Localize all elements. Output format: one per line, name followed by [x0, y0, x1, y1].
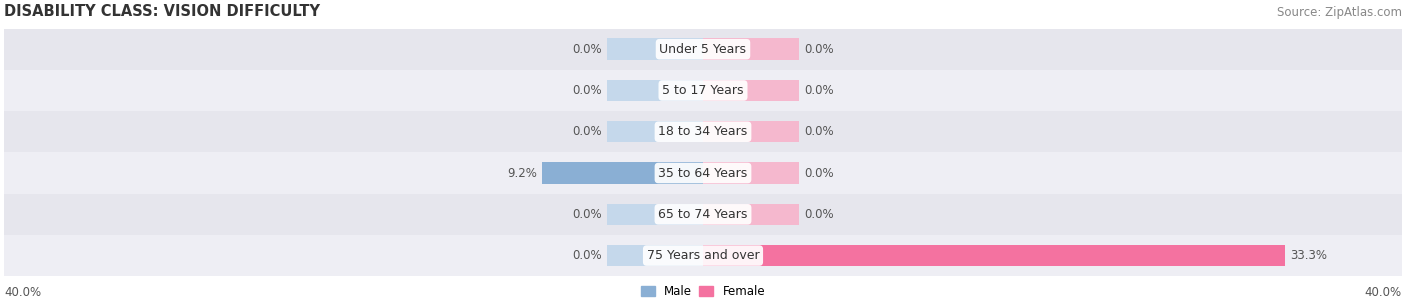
Text: 0.0%: 0.0% — [572, 208, 602, 221]
Text: 0.0%: 0.0% — [572, 43, 602, 56]
Bar — [607, 162, 703, 184]
Text: 0.0%: 0.0% — [572, 249, 602, 262]
Bar — [4, 152, 1402, 194]
Text: 0.0%: 0.0% — [804, 84, 834, 97]
Bar — [4, 70, 1402, 111]
Bar — [607, 245, 703, 266]
Bar — [4, 194, 1402, 235]
Text: 40.0%: 40.0% — [1365, 286, 1402, 299]
Text: 5 to 17 Years: 5 to 17 Years — [662, 84, 744, 97]
Bar — [703, 121, 799, 142]
Bar — [703, 80, 799, 101]
Text: 35 to 64 Years: 35 to 64 Years — [658, 167, 748, 180]
Text: 0.0%: 0.0% — [572, 84, 602, 97]
Text: 75 Years and over: 75 Years and over — [647, 249, 759, 262]
Text: 18 to 34 Years: 18 to 34 Years — [658, 125, 748, 138]
Text: Under 5 Years: Under 5 Years — [659, 43, 747, 56]
Bar — [4, 111, 1402, 152]
Bar — [607, 38, 703, 60]
Text: Source: ZipAtlas.com: Source: ZipAtlas.com — [1277, 6, 1402, 19]
Bar — [703, 203, 799, 225]
Text: 0.0%: 0.0% — [804, 208, 834, 221]
Bar — [703, 38, 799, 60]
Legend: Male, Female: Male, Female — [636, 280, 770, 303]
Bar — [703, 162, 799, 184]
Bar — [703, 245, 1285, 266]
Text: 0.0%: 0.0% — [804, 43, 834, 56]
Bar — [703, 245, 799, 266]
Bar — [4, 235, 1402, 276]
Text: 0.0%: 0.0% — [804, 125, 834, 138]
Text: 0.0%: 0.0% — [572, 125, 602, 138]
Bar — [607, 203, 703, 225]
Bar — [543, 162, 703, 184]
Bar — [607, 80, 703, 101]
Text: 0.0%: 0.0% — [804, 167, 834, 180]
Text: DISABILITY CLASS: VISION DIFFICULTY: DISABILITY CLASS: VISION DIFFICULTY — [4, 4, 321, 19]
Bar — [4, 29, 1402, 70]
Text: 9.2%: 9.2% — [508, 167, 537, 180]
Text: 65 to 74 Years: 65 to 74 Years — [658, 208, 748, 221]
Bar — [607, 121, 703, 142]
Text: 33.3%: 33.3% — [1291, 249, 1327, 262]
Text: 40.0%: 40.0% — [4, 286, 41, 299]
